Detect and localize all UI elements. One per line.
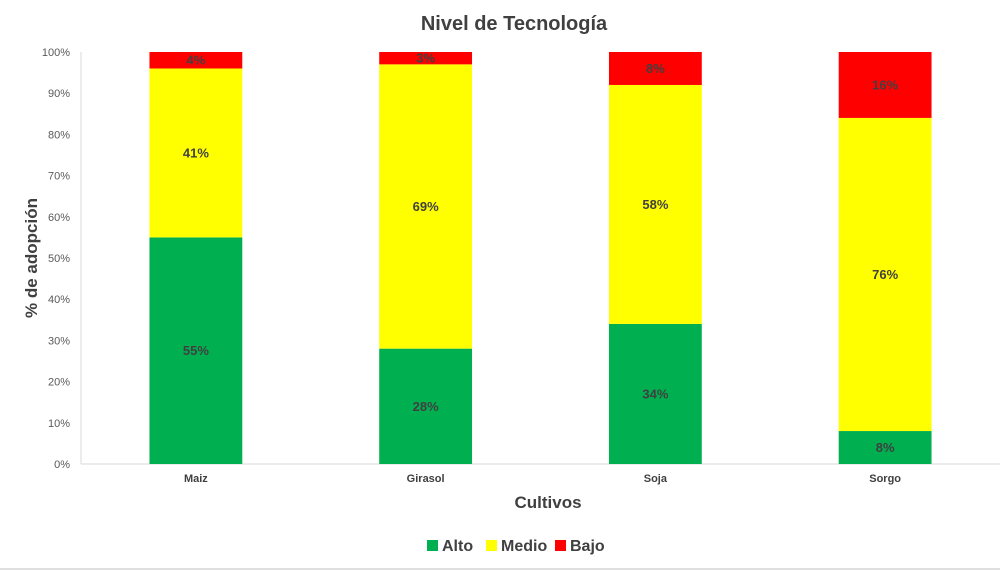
legend-label: Bajo xyxy=(570,538,605,555)
y-axis-title: % de adopción xyxy=(22,198,41,318)
data-label: 34% xyxy=(642,386,668,401)
data-label: 69% xyxy=(413,199,439,214)
bar-segment xyxy=(608,323,702,464)
y-tick-label: 60% xyxy=(48,212,70,224)
legend-swatch xyxy=(555,540,566,551)
bar-segment xyxy=(149,52,243,69)
bar-segment xyxy=(838,117,932,432)
bar-segment xyxy=(379,64,473,349)
x-tick-label: Girasol xyxy=(407,473,445,485)
legend-swatch xyxy=(486,540,497,551)
legend-label: Alto xyxy=(442,538,473,555)
y-tick-label: 50% xyxy=(48,253,70,265)
data-label: 4% xyxy=(186,53,205,68)
bar-segment xyxy=(379,348,473,464)
legend-label: Medio xyxy=(501,538,547,555)
legend-swatch xyxy=(427,540,438,551)
bar-segment xyxy=(379,52,473,65)
data-label: 8% xyxy=(876,440,895,455)
y-tick-label: 40% xyxy=(48,294,70,306)
data-label: 55% xyxy=(183,343,209,358)
chart-title: Nivel de Tecnología xyxy=(421,13,608,35)
x-axis-title: Cultivos xyxy=(514,493,581,512)
bar-segment xyxy=(149,68,243,238)
y-tick-label: 70% xyxy=(48,171,70,183)
bar-segment xyxy=(608,84,702,324)
y-tick-label: 80% xyxy=(48,129,70,141)
data-label: 16% xyxy=(872,77,898,92)
y-tick-label: 90% xyxy=(48,88,70,100)
y-tick-label: 30% xyxy=(48,335,70,347)
bar-segment xyxy=(838,431,932,464)
data-label: 28% xyxy=(413,399,439,414)
data-label: 58% xyxy=(642,197,668,212)
legend: Alto Medio Bajo xyxy=(427,538,605,555)
x-tick-label: Soja xyxy=(644,473,668,485)
data-label: 3% xyxy=(416,51,435,66)
bar-segment xyxy=(149,237,243,464)
y-tick-label: 10% xyxy=(48,418,70,430)
x-tick-label: Sorgo xyxy=(869,473,901,485)
x-tick-label: Maiz xyxy=(184,473,208,485)
y-tick-label: 100% xyxy=(42,47,70,59)
bar-segment xyxy=(838,52,932,118)
plot-area: 0% 10% 20% 30% 40% 50% 60% 70% 80% 90% 100% 55% 41% 4… xyxy=(42,47,1000,485)
bar-segment xyxy=(608,52,702,85)
data-label: 41% xyxy=(183,145,209,160)
y-tick-label: 20% xyxy=(48,377,70,389)
data-label: 8% xyxy=(646,61,665,76)
data-label: 76% xyxy=(872,267,898,282)
y-tick-label: 0% xyxy=(54,459,70,471)
